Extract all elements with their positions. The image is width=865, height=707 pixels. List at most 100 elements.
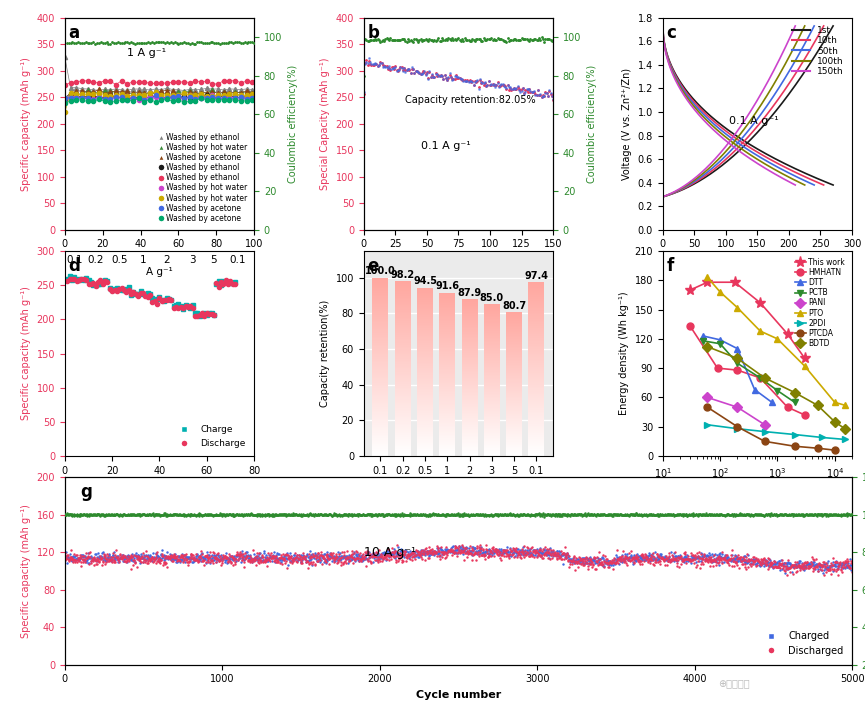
Bar	[462, 423, 477, 424]
Bar	[373, 436, 388, 438]
Bar	[462, 305, 477, 306]
Bar	[373, 383, 388, 384]
Bar	[484, 334, 500, 335]
Bar	[484, 385, 500, 386]
Line: This work: This work	[684, 276, 811, 364]
Bar	[394, 444, 411, 445]
Bar	[484, 325, 500, 326]
Bar	[373, 317, 388, 318]
Bar	[439, 356, 455, 357]
Bar	[439, 425, 455, 426]
Bar	[394, 406, 411, 407]
Bar	[417, 438, 433, 439]
Bar	[462, 302, 477, 303]
Bar	[506, 399, 522, 400]
Bar	[462, 362, 477, 363]
HMHATN	[685, 322, 695, 330]
Bar	[529, 417, 544, 418]
Bar	[529, 312, 544, 314]
Bar	[373, 329, 388, 330]
Bar	[394, 360, 411, 361]
Bar	[529, 388, 544, 389]
Bar	[439, 326, 455, 327]
Bar	[394, 319, 411, 320]
Bar	[484, 436, 500, 437]
Bar	[506, 365, 522, 366]
Bar	[484, 348, 500, 349]
Bar	[417, 350, 433, 351]
Bar	[417, 391, 433, 392]
Bar	[484, 308, 500, 309]
2PDI	[759, 427, 770, 436]
Bar	[484, 452, 500, 453]
Bar	[439, 362, 455, 363]
Bar	[529, 379, 544, 380]
Bar	[484, 322, 500, 323]
Bar	[373, 378, 388, 380]
Bar	[394, 358, 411, 359]
Y-axis label: Specific capacity (mAh g⁻¹): Specific capacity (mAh g⁻¹)	[21, 286, 31, 421]
Bar	[462, 329, 477, 330]
Bar	[417, 396, 433, 397]
Bar	[506, 314, 522, 315]
Bar	[484, 404, 500, 405]
Bar	[529, 299, 544, 300]
Bar	[529, 352, 544, 353]
Bar	[529, 449, 544, 450]
Bar	[373, 330, 388, 331]
Bar	[462, 301, 477, 302]
Bar	[394, 329, 411, 330]
Bar	[394, 315, 411, 316]
Bar	[373, 364, 388, 365]
Bar	[439, 441, 455, 442]
Bar	[439, 325, 455, 326]
Bar	[529, 338, 544, 339]
Bar	[439, 302, 455, 303]
Bar	[373, 294, 388, 295]
Bar	[529, 450, 544, 451]
Bar	[462, 308, 477, 309]
Bar	[439, 442, 455, 443]
Bar	[373, 333, 388, 334]
Bar	[462, 451, 477, 452]
Bar	[439, 329, 455, 330]
Bar	[439, 349, 455, 350]
Bar	[373, 408, 388, 409]
Bar	[506, 356, 522, 357]
Bar	[462, 371, 477, 372]
Bar	[529, 373, 544, 375]
Bar	[506, 448, 522, 449]
PANI	[702, 393, 713, 402]
Bar	[484, 416, 500, 417]
Bar	[484, 330, 500, 331]
Bar	[529, 295, 544, 296]
Bar	[529, 315, 544, 316]
Bar	[462, 344, 477, 345]
Bar	[462, 349, 477, 350]
Bar	[529, 429, 544, 430]
Bar	[529, 287, 544, 288]
Bar	[462, 408, 477, 409]
Bar	[484, 329, 500, 330]
Bar	[484, 362, 500, 363]
Bar	[394, 434, 411, 435]
Bar	[394, 305, 411, 306]
Bar	[373, 349, 388, 350]
Bar	[439, 338, 455, 339]
Bar	[439, 332, 455, 333]
Bar	[484, 420, 500, 421]
Bar	[484, 375, 500, 376]
Bar	[394, 345, 411, 346]
Bar	[394, 326, 411, 327]
Bar	[394, 337, 411, 338]
Bar	[373, 347, 388, 348]
Bar	[529, 445, 544, 446]
2PDI	[790, 431, 800, 439]
Bar	[462, 356, 477, 357]
Bar	[417, 340, 433, 341]
Bar	[417, 449, 433, 450]
Bar	[394, 439, 411, 440]
Bar	[417, 403, 433, 404]
Bar	[484, 448, 500, 449]
Bar	[394, 284, 411, 286]
